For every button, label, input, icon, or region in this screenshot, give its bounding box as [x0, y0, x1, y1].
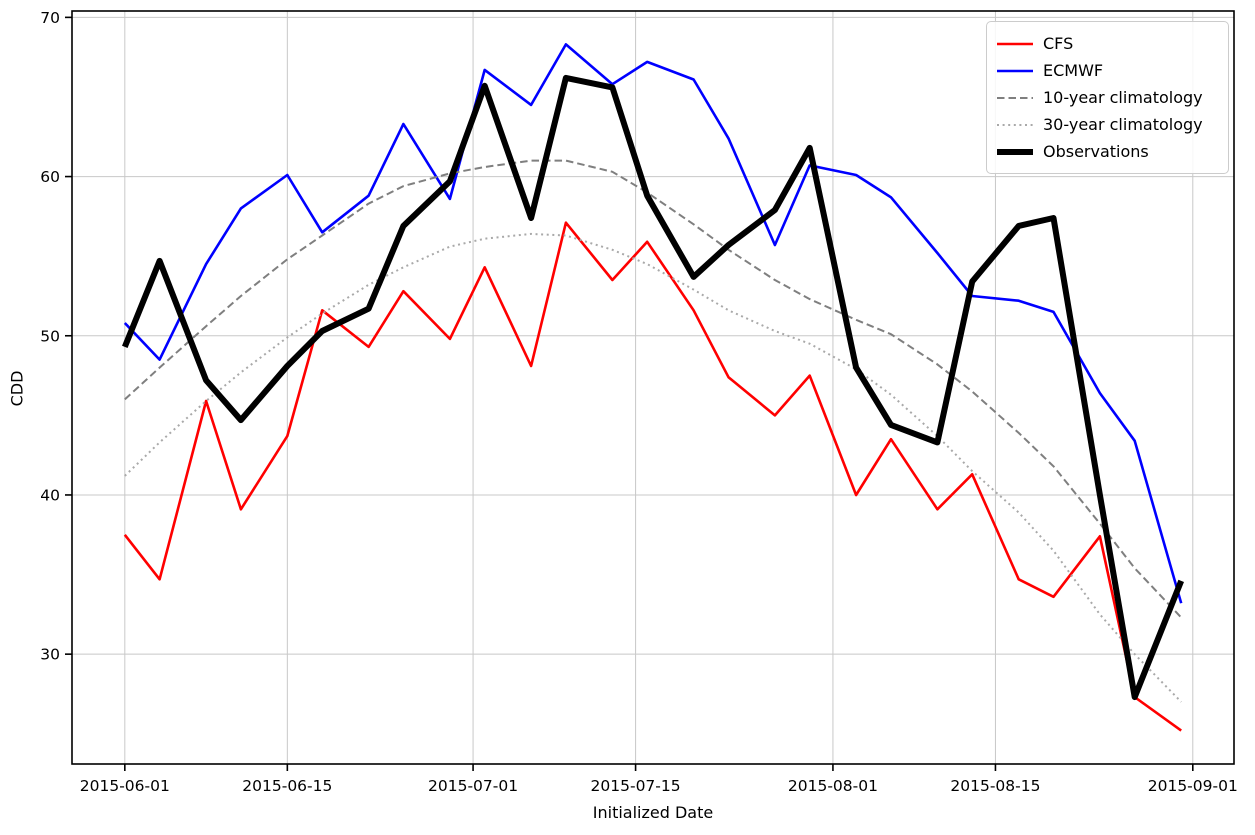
x-tick-label: 2015-09-01 [1148, 777, 1238, 795]
legend-line-sample-cfs [997, 42, 1033, 45]
legend-item-ecmwf: ECMWF [996, 57, 1218, 84]
x-tick-label: 2015-06-01 [80, 777, 170, 795]
legend-item-label: ECMWF [1043, 61, 1104, 80]
x-tick-label: 2015-08-15 [950, 777, 1040, 795]
y-tick-label: 70 [40, 9, 60, 27]
legend-item-cfs: CFS [996, 30, 1218, 57]
legend-item-label: Observations [1043, 142, 1149, 161]
chart-legend: CFS ECMWF 10-year climatology 30-year clima… [986, 21, 1229, 174]
x-tick-label: 2015-08-01 [788, 777, 878, 795]
x-tick-label: 2015-07-15 [591, 777, 681, 795]
legend-line-sample-observations [997, 148, 1033, 155]
legend-item-label: 30-year climatology [1043, 115, 1203, 134]
plot-border [71, 10, 1235, 765]
legend-item-label: 10-year climatology [1043, 88, 1203, 107]
series-line-30-year-climatology [124, 232, 1182, 703]
y-tick-label: 60 [40, 168, 60, 186]
series-line-10-year-climatology [124, 159, 1182, 619]
series-line-cfs [123, 221, 1182, 732]
x-tick-label: 2015-07-01 [428, 777, 518, 795]
legend-item-observations: Observations [996, 138, 1218, 165]
legend-line-sample-10-year-climatology [997, 96, 1033, 99]
legend-item-label: CFS [1043, 34, 1074, 53]
y-axis-label: CDD [7, 370, 27, 407]
series-line-ecmwf [123, 43, 1183, 604]
legend-item-10-year-climatology: 10-year climatology [996, 84, 1218, 111]
legend-item-30-year-climatology: 30-year climatology [996, 111, 1218, 138]
series-line-observations [122, 74, 1184, 701]
legend-line-sample-ecmwf [997, 69, 1033, 72]
x-tick-label: 2015-06-15 [242, 777, 332, 795]
y-tick-label: 30 [40, 646, 60, 664]
y-tick-label: 50 [40, 327, 60, 345]
y-tick-label: 40 [40, 486, 60, 504]
legend-line-sample-30-year-climatology [997, 123, 1033, 126]
x-axis-label: Initialized Date [592, 803, 714, 822]
